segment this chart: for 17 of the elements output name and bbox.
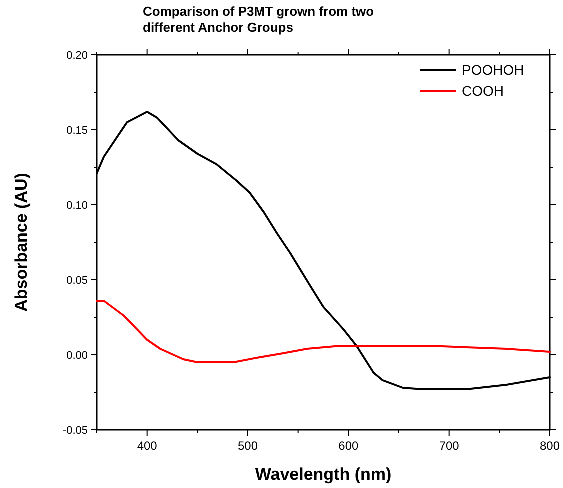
legend-label: COOH	[462, 83, 504, 99]
y-tick-label: 0.20	[66, 50, 88, 62]
x-tick-label: 400	[137, 439, 158, 453]
x-tick-label: 800	[540, 439, 560, 453]
x-tick-label: 600	[338, 439, 359, 453]
chart-title: Comparison of P3MT grown from two different Anchor Groups	[143, 4, 374, 35]
y-tick-label: 0.10	[66, 200, 88, 212]
y-tick-label: 0.05	[66, 275, 88, 287]
y-tick-label: 0.00	[66, 350, 88, 362]
x-axis-title: Wavelength (nm)	[255, 465, 392, 484]
y-axis-title: Absorbance (AU)	[12, 173, 31, 312]
x-tick-label: 700	[439, 439, 460, 453]
x-tick-label: 500	[238, 439, 258, 453]
line-series	[96, 300, 551, 364]
y-tick-label: 0.15	[66, 125, 88, 137]
y-tick-label: -0.05	[62, 425, 88, 437]
legend-label: POOHOH	[462, 62, 524, 78]
